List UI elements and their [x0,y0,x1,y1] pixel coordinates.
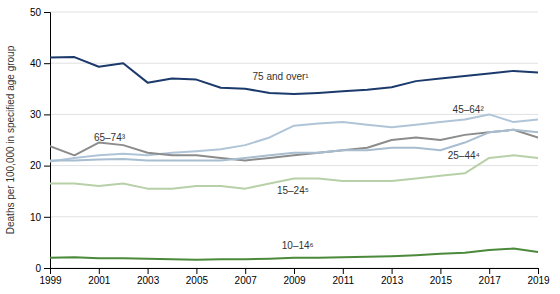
line [50,114,538,161]
line [50,130,538,161]
tick-mark [538,268,539,274]
tick: 2013 [381,268,404,286]
grid-line [50,165,538,166]
tick-mark [44,268,50,269]
tick-label: 20 [30,160,42,171]
annotation: 75 and over¹ [253,71,310,82]
annotation: 10–14⁶ [282,240,314,251]
plot: 1999 2001 2003 2005 2007 2009 2011 2013 2015 2017… [5,7,550,286]
tick-label: 2005 [186,275,209,286]
tick-mark [392,268,393,274]
tick: 2011 [333,268,355,286]
tick-label: 10 [30,212,42,223]
tick: 1999 [39,268,62,286]
annotation: 65–74³ [94,132,126,143]
tick-label: 30 [30,109,42,120]
tick-label: 2015 [430,275,453,286]
tick: 2017 [479,268,502,286]
axis-line [44,13,51,269]
tick: 2003 [137,268,160,286]
tick-mark [44,63,50,64]
tick: 40 [30,58,50,69]
tick-label: 40 [30,58,42,69]
grid-line [50,12,538,13]
y-axis: 0 10 20 30 40 50 [30,7,51,274]
tick-label: 2011 [333,275,355,286]
tick-mark [245,268,246,274]
tick: 50 [30,7,50,18]
y-axis-title: Deaths per 100,000 in specified age grou… [5,45,16,234]
tick-label: 0 [35,263,41,274]
tick: 2015 [430,268,453,286]
tick-mark [196,268,197,274]
annotation: 45–64² [453,104,485,115]
tick-mark [489,268,490,274]
tick-label: 2009 [283,275,306,286]
tick-mark [440,268,441,274]
tick-mark [99,268,100,274]
grid [50,12,538,268]
tick-label: 2003 [137,275,160,286]
tick: 2007 [235,268,258,286]
tick-label: 50 [30,7,42,18]
line [50,130,538,161]
tick-label: 2007 [235,275,258,286]
tick: 0 [35,263,50,274]
annotation: 25–44⁴ [448,150,480,161]
tick: 2005 [186,268,209,286]
tick-mark [148,268,149,274]
tick-label: 2017 [479,275,502,286]
annotation: 15–24⁵ [277,185,309,196]
lines [50,57,538,260]
x-axis: 1999 2001 2003 2005 2007 2009 2011 2013 2015 2017… [39,268,550,286]
tick: 2001 [88,268,111,286]
tick-label: 2019 [527,275,550,286]
chart: 1999 2001 2003 2005 2007 2009 2011 2013 2015 2017… [0,0,560,294]
tick-mark [294,268,295,274]
grid-line [50,216,538,217]
tick-mark [44,217,50,218]
tick: 10 [30,212,50,223]
tick: 30 [30,109,50,120]
tick-label: 2001 [88,275,111,286]
tick-mark [343,268,344,274]
annotations: 75 and over¹ 45–64² 65–74³ 25–44⁴ 15–24⁵ 10–1… [94,71,484,252]
tick-mark [44,166,50,167]
tick-label: 2013 [381,275,404,286]
tick: 20 [30,160,50,171]
line [50,57,538,94]
tick-label: 1999 [39,275,62,286]
tick-mark [44,12,50,13]
axis-line [51,269,539,275]
tick: 2009 [283,268,306,286]
tick-mark [44,114,50,115]
tick: 2019 [527,268,550,286]
